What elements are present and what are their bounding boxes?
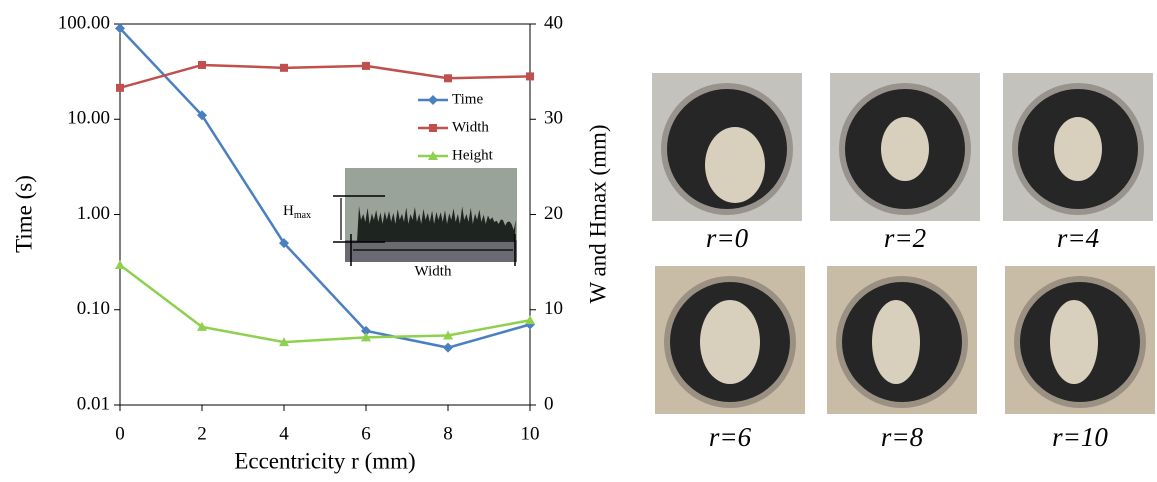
marker <box>361 332 371 342</box>
x-tick-label: 0 <box>115 423 125 444</box>
photo-hole <box>700 300 760 384</box>
photo <box>1005 266 1155 414</box>
marker <box>115 259 125 269</box>
y2-tick-label: 30 <box>544 108 563 129</box>
y2-tick-label: 20 <box>544 203 563 224</box>
marker <box>115 23 125 34</box>
y-axis-label: Time (s) <box>11 175 36 253</box>
photo <box>652 73 802 221</box>
y-tick-label: 1.00 <box>77 203 110 224</box>
inset-width-label: Width <box>415 263 452 279</box>
photo <box>827 266 977 414</box>
y2-tick-label: 10 <box>544 298 563 319</box>
photo-hole <box>872 300 920 384</box>
legend-marker <box>428 95 438 105</box>
inset-height-main: H <box>283 203 294 219</box>
y-tick-label: 0.10 <box>77 298 110 319</box>
marker <box>280 63 288 72</box>
photo-hole <box>705 127 765 203</box>
marker <box>197 110 207 121</box>
y2-tick-label: 0 <box>544 393 554 414</box>
inset-photo: Hmax Width <box>283 168 517 279</box>
photo-hole <box>1050 300 1098 384</box>
legend-label: Width <box>452 119 489 135</box>
series-line <box>119 63 531 90</box>
photo <box>1003 73 1153 221</box>
marker <box>116 83 124 92</box>
x-tick-label: 2 <box>197 423 207 444</box>
legend-label: Time <box>452 91 483 107</box>
marker <box>525 315 535 325</box>
photo-label: r=6 <box>709 422 752 452</box>
inset-height-label: Hmax <box>283 203 311 221</box>
marker <box>526 72 534 81</box>
photo-label: r=10 <box>1052 422 1108 452</box>
photo-label: r=2 <box>884 223 926 253</box>
marker <box>443 330 453 340</box>
photo <box>830 73 980 221</box>
y2-axis-label: W and Hmax (mm) <box>585 124 610 303</box>
x-tick-label: 6 <box>361 423 371 444</box>
y-tick-label: 0.01 <box>77 393 110 414</box>
legend-marker <box>428 151 438 160</box>
legend-label: Height <box>452 147 494 163</box>
photo-label: r=4 <box>1057 223 1099 253</box>
y-tick-label: 10.00 <box>67 108 110 129</box>
marker <box>444 74 452 83</box>
series-line <box>119 263 531 344</box>
photo-hole <box>1054 117 1102 181</box>
marker <box>198 60 206 69</box>
x-tick-label: 8 <box>443 423 453 444</box>
inset-height-sub: max <box>294 210 311 221</box>
y2-tick-label: 40 <box>544 12 563 33</box>
x-tick-label: 10 <box>521 423 540 444</box>
photo-label: r=0 <box>706 223 749 253</box>
marker <box>443 342 453 353</box>
marker <box>279 337 289 347</box>
y-tick-label: 100.00 <box>58 12 110 33</box>
marker <box>361 325 371 336</box>
x-axis-label: Eccentricity r (mm) <box>234 448 415 473</box>
x-tick-label: 4 <box>279 423 289 444</box>
photo <box>655 266 805 414</box>
inset-base <box>345 240 517 262</box>
marker <box>197 321 207 331</box>
photo-hole <box>881 117 929 181</box>
series-line <box>119 27 531 349</box>
marker <box>279 238 289 249</box>
legend-marker <box>429 124 437 132</box>
photo-label: r=8 <box>881 422 924 452</box>
inset-brush <box>357 206 516 242</box>
marker <box>362 61 370 70</box>
